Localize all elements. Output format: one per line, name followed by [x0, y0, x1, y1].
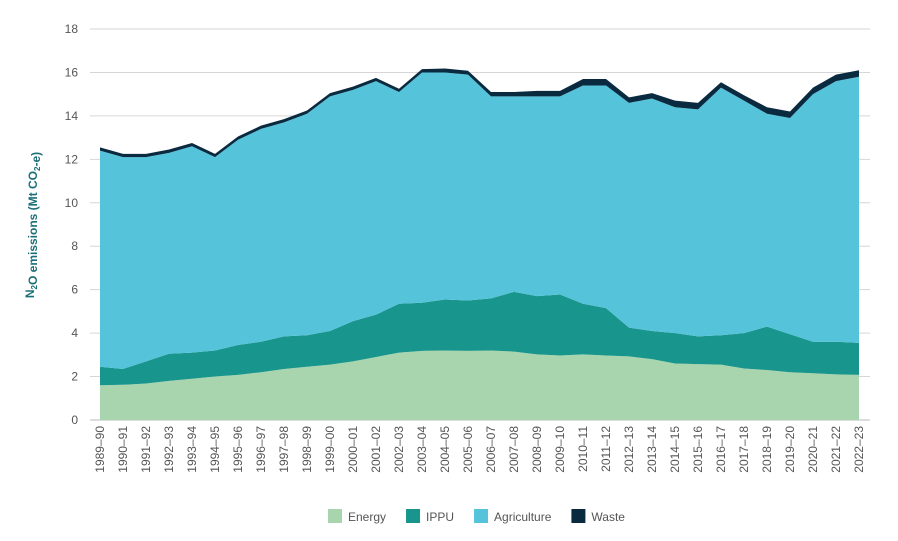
x-tick-label: 2003–04 [415, 426, 429, 473]
x-tick-label: 1998–99 [300, 426, 314, 473]
x-tick-label: 2012–13 [622, 426, 636, 473]
legend-label-agriculture: Agriculture [494, 510, 552, 524]
area-energy [100, 350, 859, 420]
x-tick-label: 1991–92 [139, 426, 153, 473]
x-tick-label: 1992–93 [162, 426, 176, 473]
y-tick-label: 6 [71, 283, 78, 297]
x-tick-label: 2010–11 [576, 426, 590, 472]
legend-label-energy: Energy [348, 510, 386, 524]
x-tick-label: 2016–17 [714, 426, 728, 473]
y-tick-label: 2 [71, 370, 78, 384]
x-tick-label: 2018–19 [760, 426, 774, 473]
area-ippu [100, 291, 859, 386]
x-tick-label: 2006–07 [484, 426, 498, 473]
legend-swatch-agriculture [474, 509, 489, 523]
y-axis-title: N2O emissions (Mt CO2-e) [23, 152, 43, 298]
x-tick-label: 2007–08 [507, 426, 521, 473]
legend-swatch-ippu [406, 509, 421, 523]
x-tick-label: 1989–90 [93, 426, 107, 473]
x-tick-label: 2008–09 [530, 426, 544, 473]
y-tick-label: 12 [65, 152, 79, 166]
x-tick-label: 2014–15 [668, 426, 682, 473]
x-tick-label: 1990–91 [116, 426, 130, 473]
y-tick-label: 4 [71, 326, 78, 340]
legend-label-waste: Waste [591, 510, 625, 524]
x-tick-label: 2020–21 [806, 426, 820, 473]
legend-swatch-waste [571, 509, 586, 523]
x-tick-label: 1993–94 [185, 426, 199, 473]
x-tick-label: 2009–10 [553, 426, 567, 473]
legend-label-ippu: IPPU [426, 510, 454, 524]
y-tick-label: 18 [65, 22, 79, 36]
legend: Energy IPPU Agriculture Waste [328, 509, 625, 524]
y-tick-label: 8 [71, 239, 78, 253]
x-tick-label: 2015–16 [691, 426, 705, 473]
x-tick-label: 2021–22 [829, 426, 843, 473]
x-tick-label: 1996–97 [254, 426, 268, 473]
y-tick-labels: 0 2 4 6 8 10 12 14 16 18 [65, 22, 79, 427]
x-tick-label: 2013–14 [645, 426, 659, 473]
x-tick-label: 1995–96 [231, 426, 245, 473]
y-tick-label: 16 [65, 65, 79, 79]
x-tick-label: 2004–05 [438, 426, 452, 473]
area-waste [100, 68, 859, 158]
x-tick-label: 2011–12 [599, 426, 613, 472]
x-tick-label: 2001–02 [369, 426, 383, 473]
y-tick-label: 10 [65, 196, 79, 210]
x-tick-label: 2019–20 [783, 426, 797, 473]
areas [100, 68, 859, 420]
y-tick-label: 0 [71, 413, 78, 427]
y-tick-label: 14 [65, 109, 79, 123]
x-tick-label: 2000–01 [346, 426, 360, 473]
x-tick-label: 2005–06 [461, 426, 475, 473]
legend-swatch-energy [328, 509, 342, 523]
area-agriculture [100, 72, 859, 369]
x-tick-label: 2002–03 [392, 426, 406, 473]
x-tick-labels: 1989–90 1990–91 1991–92 1992–93 1993–94 1994–… [93, 426, 866, 473]
x-tick-label: 1994–95 [208, 426, 222, 473]
x-tick-label: 1997–98 [277, 426, 291, 473]
x-tick-label: 1999–00 [323, 426, 337, 473]
x-tick-label: 2017–18 [737, 426, 751, 473]
x-tick-label: 2022–23 [852, 426, 866, 473]
